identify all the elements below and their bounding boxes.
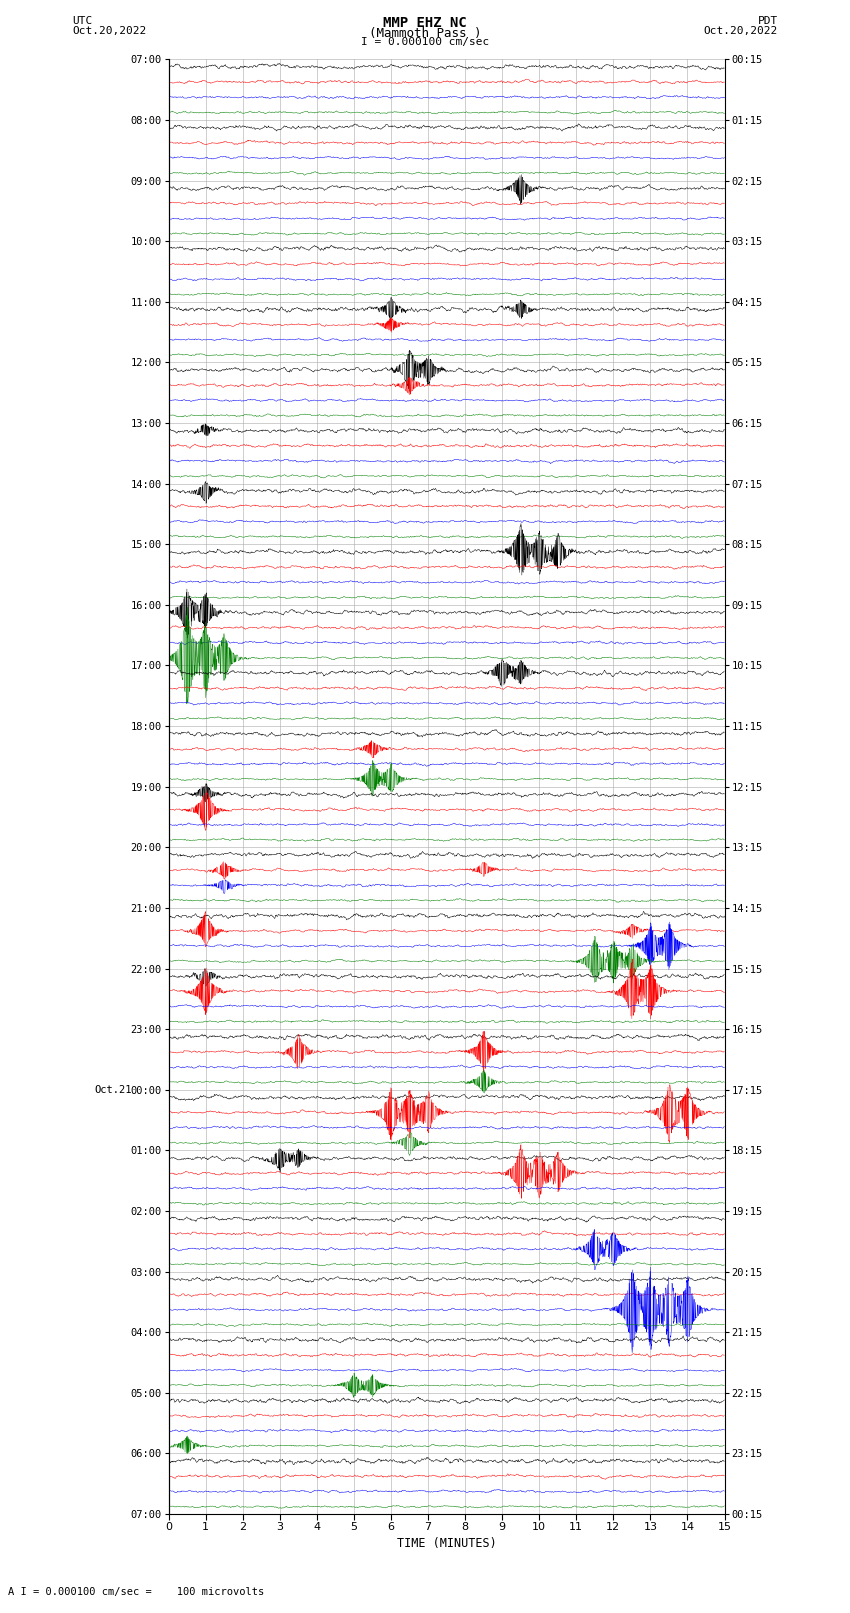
Text: A I = 0.000100 cm/sec =    100 microvolts: A I = 0.000100 cm/sec = 100 microvolts bbox=[8, 1587, 264, 1597]
Text: (Mammoth Pass ): (Mammoth Pass ) bbox=[369, 27, 481, 40]
Text: Oct.20,2022: Oct.20,2022 bbox=[704, 26, 778, 35]
Text: PDT: PDT bbox=[757, 16, 778, 26]
Text: I = 0.000100 cm/sec: I = 0.000100 cm/sec bbox=[361, 37, 489, 47]
Text: UTC: UTC bbox=[72, 16, 93, 26]
X-axis label: TIME (MINUTES): TIME (MINUTES) bbox=[397, 1537, 496, 1550]
Text: MMP EHZ NC: MMP EHZ NC bbox=[383, 16, 467, 31]
Text: Oct.21: Oct.21 bbox=[94, 1086, 132, 1095]
Text: Oct.20,2022: Oct.20,2022 bbox=[72, 26, 146, 35]
